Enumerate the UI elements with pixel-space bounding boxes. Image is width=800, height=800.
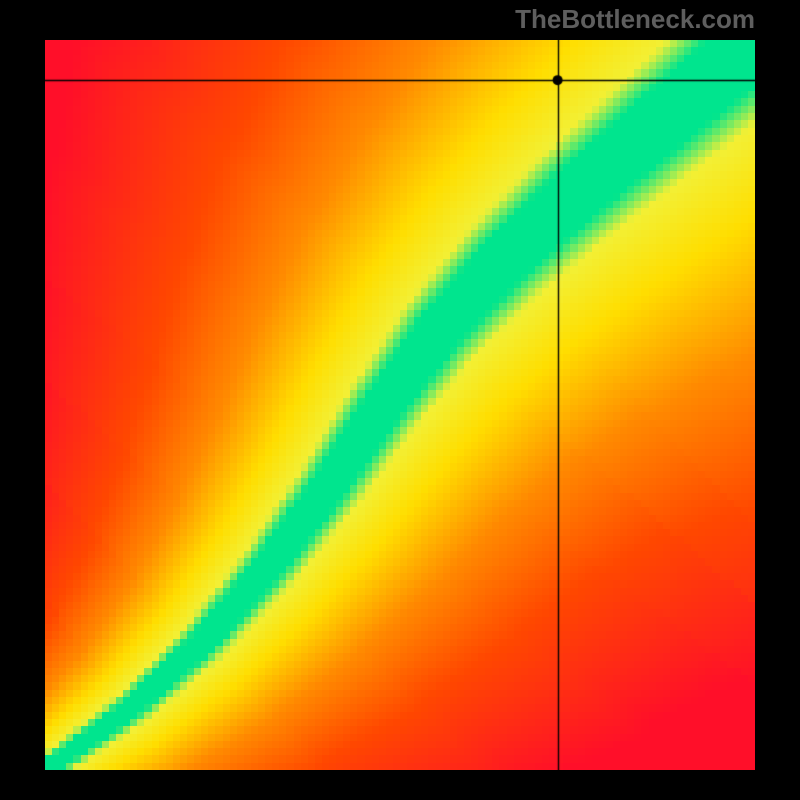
watermark-text: TheBottleneck.com	[515, 4, 755, 35]
crosshair-overlay	[45, 40, 755, 770]
chart-container: { "canvas": { "width": 800, "height": 80…	[0, 0, 800, 800]
